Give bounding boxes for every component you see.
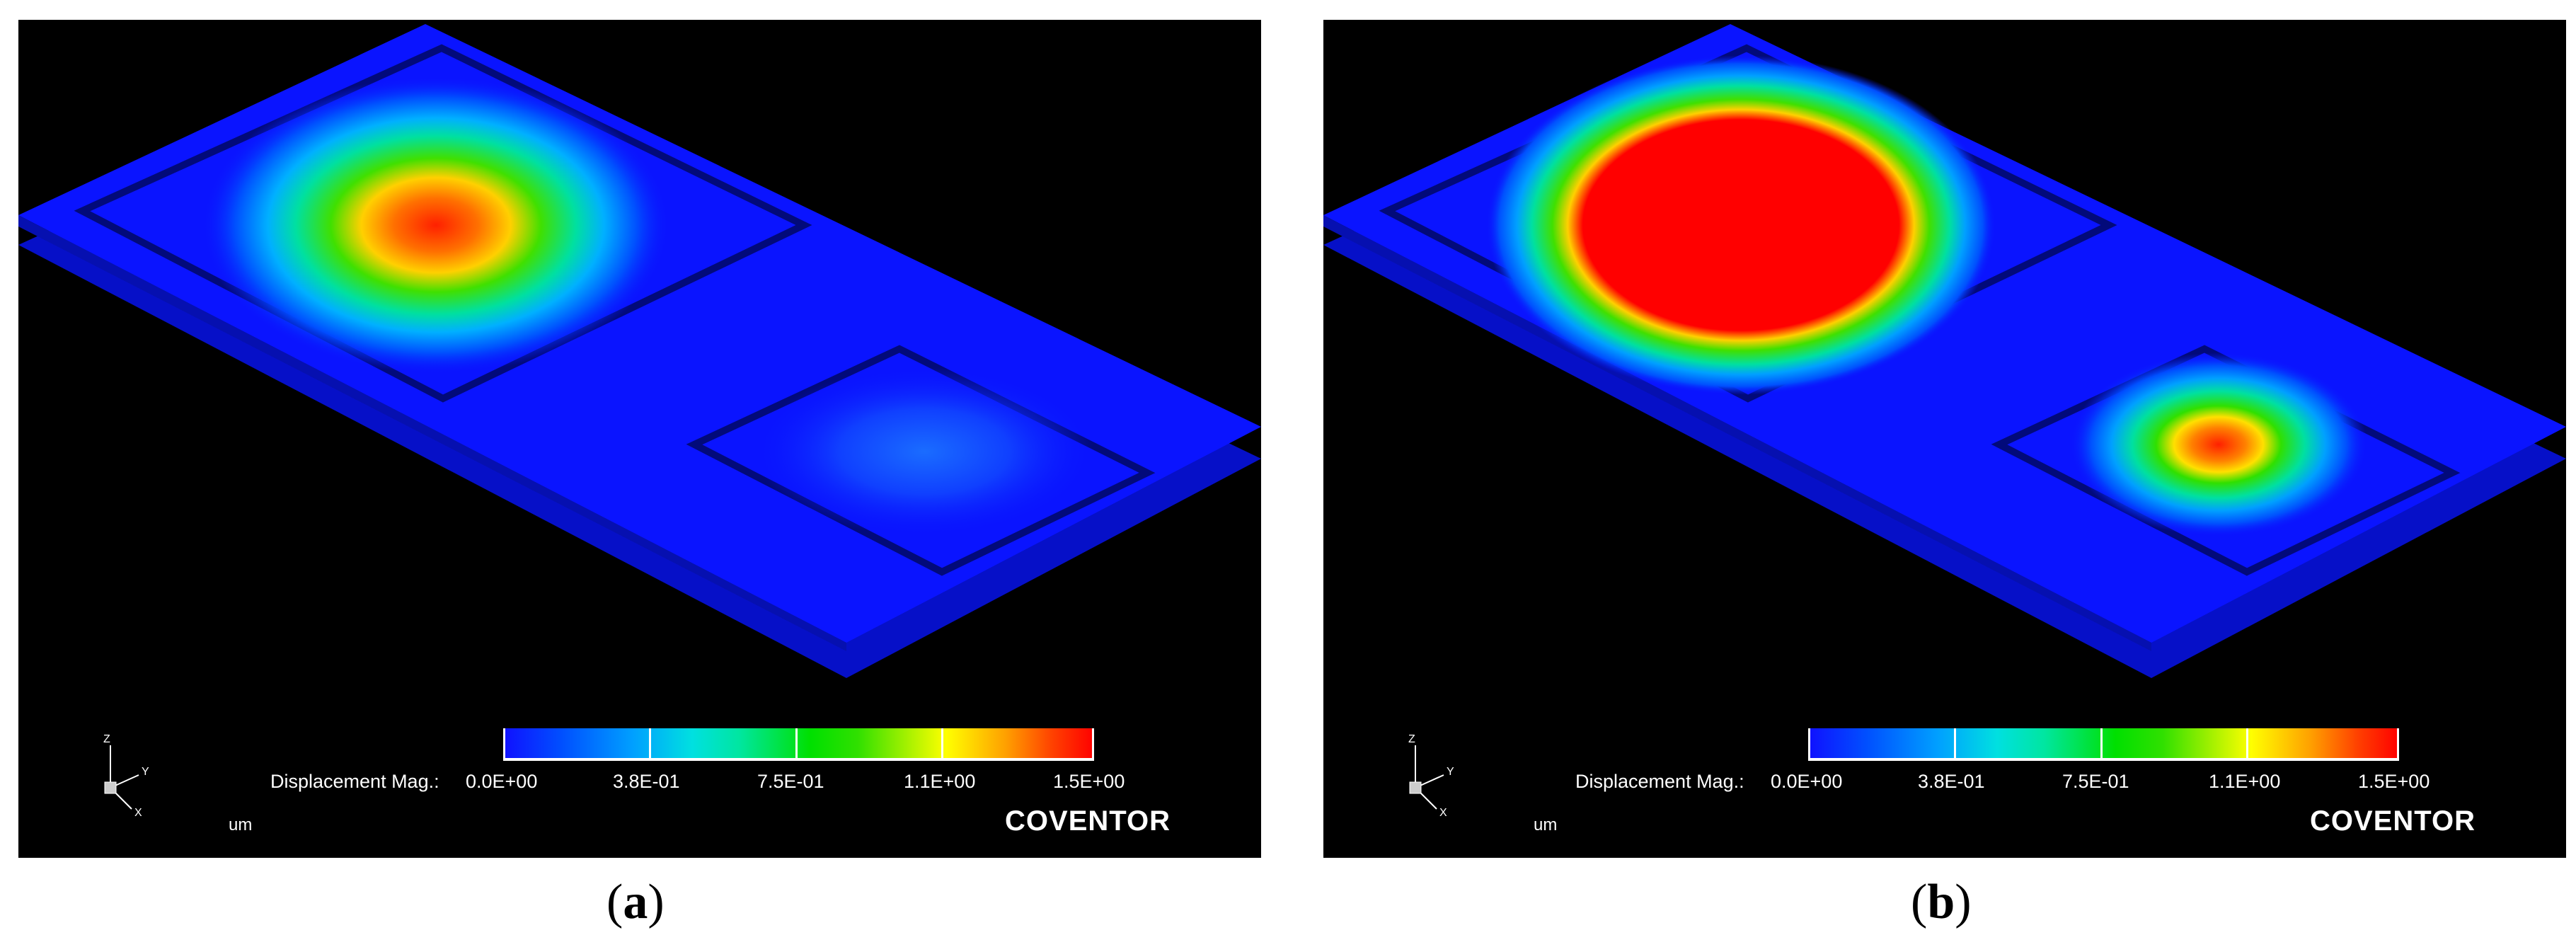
colorbar-title: Displacement Mag.: (270, 771, 439, 792)
brand-logo: COVENTOR (1005, 805, 1171, 837)
simulation-panel-b: Z Y X Displacement Mag.: 0.0E+00 3.8E-01… (1323, 20, 2566, 858)
caption-b: (b) (1911, 875, 1972, 929)
displacement-plot-b (1323, 24, 2566, 678)
svg-text:Z: Z (103, 733, 110, 745)
svg-text:Y: Y (142, 766, 149, 778)
caption-letter-b: b (1927, 875, 1955, 929)
colorbar-tick-label: 1.1E+00 (2209, 771, 2281, 792)
colorbar-tick-label: 1.5E+00 (1053, 771, 1125, 792)
colorbar-tick-label: 7.5E-01 (757, 771, 824, 792)
colorbar-tick-label: 3.8E-01 (1918, 771, 1985, 792)
colorbar-gradient (503, 728, 1094, 761)
axis-triad-icon: Z Y X (103, 733, 149, 819)
small-membrane-deflection (754, 367, 1094, 536)
units-label: um (229, 815, 253, 834)
colorbar-tick-label: 0.0E+00 (1771, 771, 1843, 792)
colorbar-tick-label: 7.5E-01 (2062, 771, 2129, 792)
colorbar-tick-label: 0.0E+00 (466, 771, 538, 792)
colorbar-tick-label: 1.1E+00 (904, 771, 976, 792)
svg-text:Z: Z (1408, 733, 1415, 745)
colorbar-tick-label: 3.8E-01 (613, 771, 680, 792)
colorbar (503, 728, 1094, 761)
caption-letter-a: a (623, 875, 648, 929)
colorbar-tick-label: 1.5E+00 (2358, 771, 2430, 792)
large-membrane-deflection (202, 76, 669, 374)
colorbar-gradient (1808, 728, 2399, 761)
svg-text:X: X (134, 807, 142, 819)
large-membrane-deflection (1486, 55, 1996, 395)
colorbar-title: Displacement Mag.: (1575, 771, 1744, 792)
brand-logo: COVENTOR (2310, 805, 2476, 837)
units-label: um (1534, 815, 1558, 834)
axis-triad-icon: Z Y X (1408, 733, 1454, 819)
svg-text:Y: Y (1447, 766, 1454, 778)
caption-a: (a) (606, 875, 665, 929)
colorbar (1808, 728, 2399, 761)
displacement-plot-a (18, 24, 1261, 678)
svg-text:X: X (1439, 807, 1447, 819)
small-membrane-deflection (2070, 352, 2367, 536)
simulation-panel-a: Z Y X Displacement Mag.: 0.0E+00 3.8E-01… (18, 20, 1261, 858)
